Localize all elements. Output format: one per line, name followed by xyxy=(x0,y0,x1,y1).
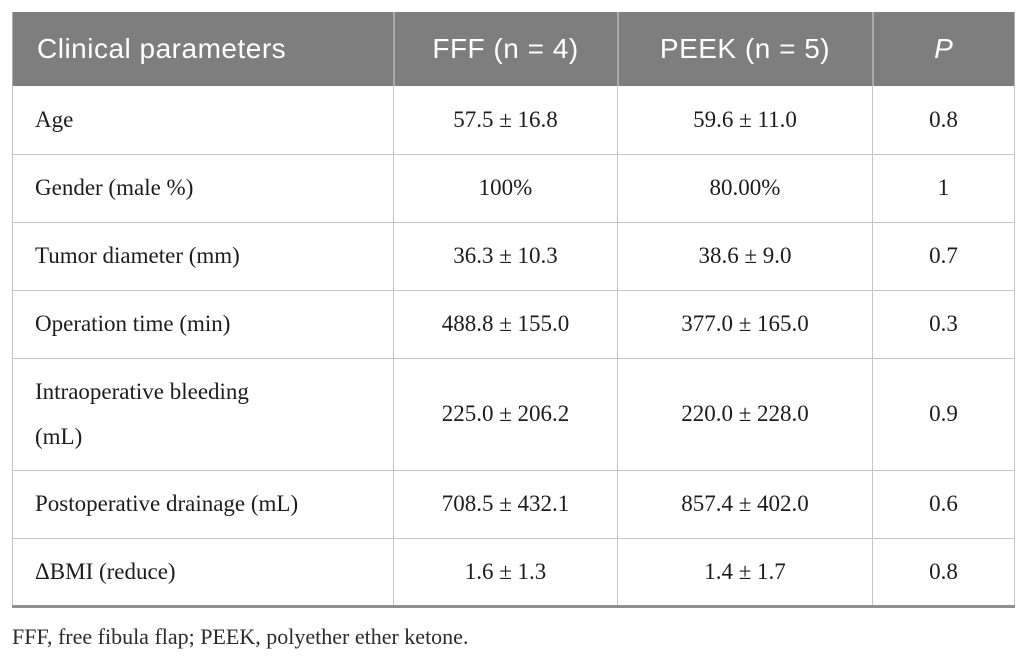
peek-cell: 80.00% xyxy=(617,153,873,223)
peek-cell: 1.4 ± 1.7 xyxy=(617,537,873,607)
table-row: Operation time (min) 488.8 ± 155.0 377.0… xyxy=(12,289,1015,359)
header-clinical-parameters: Clinical parameters xyxy=(12,12,394,86)
fff-cell: 57.5 ± 16.8 xyxy=(393,86,618,155)
table-row: Gender (male %) 100% 80.00% 1 xyxy=(12,153,1015,223)
p-cell: 0.3 xyxy=(872,289,1015,359)
fff-cell: 708.5 ± 432.1 xyxy=(393,469,618,539)
peek-cell: 38.6 ± 9.0 xyxy=(617,221,873,291)
param-cell: Postoperative drainage (mL) xyxy=(12,469,394,539)
table-footnote: FFF, free fibula flap; PEEK, polyether e… xyxy=(12,624,469,649)
header-peek: PEEK (n = 5) xyxy=(616,12,873,86)
clinical-parameters-table-wrap: Clinical parameters FFF (n = 4) PEEK (n … xyxy=(12,12,1015,608)
header-p-value: P xyxy=(871,12,1015,86)
param-cell: Gender (male %) xyxy=(12,153,394,223)
clinical-parameters-table: Clinical parameters FFF (n = 4) PEEK (n … xyxy=(12,12,1015,608)
param-cell: ΔBMI (reduce) xyxy=(12,537,394,607)
param-cell: Intraoperative bleeding (mL) xyxy=(12,357,394,471)
p-cell: 0.8 xyxy=(872,537,1015,607)
fff-cell: 488.8 ± 155.0 xyxy=(393,289,618,359)
p-cell: 0.9 xyxy=(872,357,1015,471)
fff-cell: 36.3 ± 10.3 xyxy=(393,221,618,291)
fff-cell: 1.6 ± 1.3 xyxy=(393,537,618,607)
param-cell-text: Intraoperative bleeding (mL) xyxy=(35,379,249,449)
table-row: Postoperative drainage (mL) 708.5 ± 432.… xyxy=(12,469,1015,539)
p-cell: 0.7 xyxy=(872,221,1015,291)
p-cell: 0.6 xyxy=(872,469,1015,539)
peek-cell: 220.0 ± 228.0 xyxy=(617,357,873,471)
table-row: Intraoperative bleeding (mL) 225.0 ± 206… xyxy=(12,357,1015,471)
header-row: Clinical parameters FFF (n = 4) PEEK (n … xyxy=(12,12,1015,86)
param-cell: Tumor diameter (mm) xyxy=(12,221,394,291)
p-cell: 0.8 xyxy=(872,86,1015,155)
fff-cell: 225.0 ± 206.2 xyxy=(393,357,618,471)
fff-cell: 100% xyxy=(393,153,618,223)
table-row: Age 57.5 ± 16.8 59.6 ± 11.0 0.8 xyxy=(12,86,1015,155)
peek-cell: 377.0 ± 165.0 xyxy=(617,289,873,359)
p-cell: 1 xyxy=(872,153,1015,223)
peek-cell: 59.6 ± 11.0 xyxy=(617,86,873,155)
param-cell: Operation time (min) xyxy=(12,289,394,359)
peek-cell: 857.4 ± 402.0 xyxy=(617,469,873,539)
param-cell: Age xyxy=(12,86,394,155)
header-fff: FFF (n = 4) xyxy=(392,12,618,86)
table-row: Tumor diameter (mm) 36.3 ± 10.3 38.6 ± 9… xyxy=(12,221,1015,291)
table-row: ΔBMI (reduce) 1.6 ± 1.3 1.4 ± 1.7 0.8 xyxy=(12,537,1015,607)
